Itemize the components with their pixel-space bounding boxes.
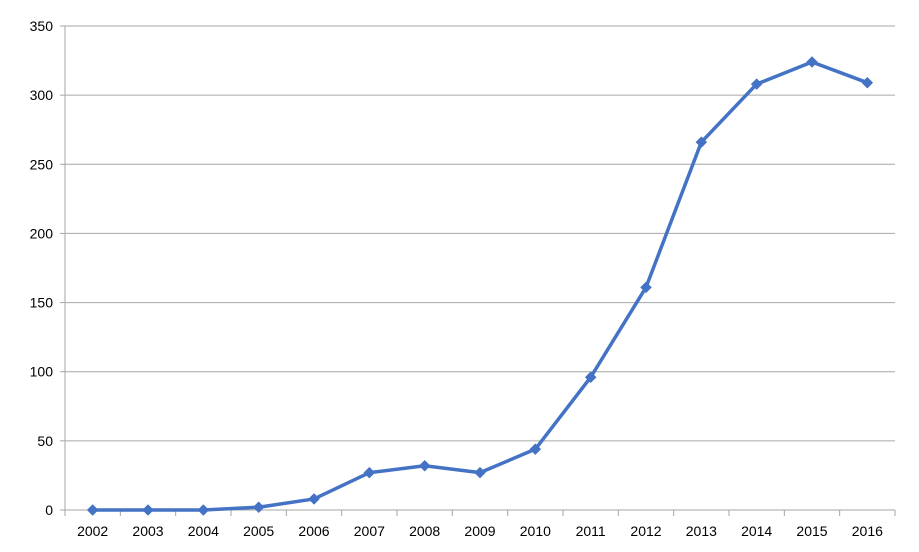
data-point-2003: [142, 504, 154, 516]
data-point-2008: [418, 459, 431, 472]
data-point-2005: [252, 501, 265, 514]
x-tick-label-2012: 2012: [630, 523, 661, 539]
data-point-2016: [861, 76, 874, 89]
data-point-2013: [695, 136, 708, 149]
data-point-2011: [584, 371, 597, 384]
series-line: [90, 60, 870, 512]
y-tick-label: 300: [30, 87, 54, 103]
x-tick-label-2004: 2004: [188, 523, 219, 539]
data-point-2010: [529, 443, 542, 456]
x-tick-label-2005: 2005: [243, 523, 274, 539]
x-tick-label-2006: 2006: [298, 523, 329, 539]
y-tick-label: 250: [30, 156, 54, 172]
y-tick-label: 200: [30, 225, 54, 241]
axes: [60, 25, 896, 516]
x-tick-label-2007: 2007: [354, 523, 385, 539]
x-tick-label-2015: 2015: [796, 523, 827, 539]
x-tick-label-2016: 2016: [852, 523, 883, 539]
y-tick-label: 0: [45, 502, 53, 518]
x-tick-label-2008: 2008: [409, 523, 440, 539]
y-tick-label: 350: [30, 18, 54, 34]
x-tick-label-2014: 2014: [741, 523, 772, 539]
y-axis-tick-labels: 0 50 100 150 200 250 300 350: [30, 18, 54, 518]
x-tick-label-2013: 2013: [686, 523, 717, 539]
gridlines: [65, 25, 895, 442]
data-point-2006: [308, 493, 320, 505]
data-point-2009: [474, 466, 486, 479]
data-point-2007: [363, 466, 376, 479]
x-axis-tick-labels: 2002 2003 2004 2005 2006 2007 2008 2009 2010 2011…: [77, 523, 883, 539]
x-tick-label-2009: 2009: [464, 523, 495, 539]
series-markers: [86, 56, 874, 516]
data-point-2012: [640, 281, 652, 294]
data-point-2004: [197, 504, 210, 516]
data-point-2015: [806, 56, 818, 68]
data-point-2002: [86, 504, 99, 516]
x-tick-label-2010: 2010: [520, 523, 551, 539]
x-tick-label-2011: 2011: [576, 523, 606, 539]
y-tick-label: 150: [30, 295, 54, 311]
x-tick-label-2002: 2002: [77, 523, 108, 539]
x-tick-label-2003: 2003: [132, 523, 163, 539]
series-line-0: [90, 60, 870, 512]
y-tick-label: 50: [37, 433, 53, 449]
y-tick-label: 100: [30, 364, 54, 380]
data-point-2014: [750, 78, 763, 90]
